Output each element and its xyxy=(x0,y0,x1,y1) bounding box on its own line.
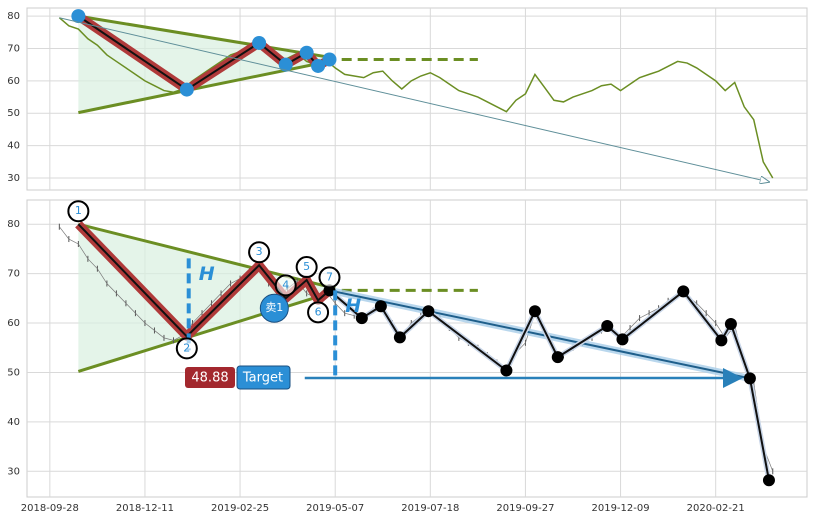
y-tick-label: 80 xyxy=(7,219,20,230)
projection-arrow xyxy=(59,17,769,182)
pattern-point xyxy=(322,52,337,67)
pattern-label: 7 xyxy=(326,270,333,283)
x-tick-label: 2020-02-21 xyxy=(687,503,745,514)
target-text: Target xyxy=(242,371,283,386)
signal-label: 卖1 xyxy=(265,301,283,314)
wedge-upper xyxy=(78,14,336,60)
y-tick-label: 60 xyxy=(7,318,20,329)
zigzag-point xyxy=(677,285,690,298)
pattern-label-ring xyxy=(67,200,90,223)
pattern-point xyxy=(71,9,86,24)
wedge-fill xyxy=(78,224,336,372)
target-value-box xyxy=(185,367,235,388)
pattern-label: 3 xyxy=(256,245,263,258)
x-tick-label: 2019-09-27 xyxy=(496,503,554,514)
x-tick-label: 2019-12-09 xyxy=(591,503,649,514)
zigzag-point xyxy=(715,334,728,347)
zigzag-point xyxy=(500,364,513,377)
pattern-label: 5 xyxy=(303,260,310,273)
y-tick-label: 40 xyxy=(7,141,20,152)
pattern-label-ring xyxy=(175,337,198,360)
x-tick-label: 2019-05-07 xyxy=(306,503,364,514)
signal-marker xyxy=(259,293,289,323)
pattern-label-ring xyxy=(307,301,330,324)
y-tick-label: 80 xyxy=(7,11,20,22)
price-line xyxy=(58,17,774,179)
pattern-label: 1 xyxy=(75,204,82,217)
zigzag-point xyxy=(551,351,564,364)
pattern-label-ring xyxy=(295,256,318,279)
pattern-label: 4 xyxy=(282,278,289,291)
y-tick-label: 70 xyxy=(7,269,20,280)
zigzag-point xyxy=(393,331,406,344)
zigzag-point xyxy=(724,318,737,331)
pattern-label-ring xyxy=(274,274,297,297)
zigzag-point xyxy=(601,320,614,333)
target-box xyxy=(236,365,291,390)
y-tick-label: 50 xyxy=(7,108,20,119)
pattern-point xyxy=(252,35,267,50)
pattern-label-ring xyxy=(248,241,271,264)
zigzag-point xyxy=(374,300,387,313)
zigzag-point xyxy=(355,312,368,325)
y-tick-label: 30 xyxy=(7,466,20,477)
wedge-lower xyxy=(77,289,336,373)
wedge-fill xyxy=(78,16,336,113)
pattern-point xyxy=(278,57,293,72)
y-tick-label: 60 xyxy=(7,76,20,87)
zigzag-point xyxy=(422,305,435,318)
trend-line xyxy=(329,289,751,380)
y-tick-label: 70 xyxy=(7,43,20,54)
pattern-label-ring xyxy=(318,266,341,289)
zigzag-point xyxy=(528,305,541,318)
x-tick-label: 2019-07-18 xyxy=(401,503,459,514)
x-tick-label: 2018-09-28 xyxy=(21,503,79,514)
wedge-lower xyxy=(78,58,336,115)
x-tick-label: 2019-02-25 xyxy=(211,503,269,514)
zigzag-point xyxy=(743,372,756,385)
y-tick-label: 40 xyxy=(7,417,20,428)
y-tick-label: 50 xyxy=(7,367,20,378)
height-label: H xyxy=(345,295,361,317)
zigzag-point xyxy=(762,474,775,487)
x-tick-label: 2018-12-11 xyxy=(116,503,174,514)
height-label: H xyxy=(199,263,215,285)
y-tick-label: 30 xyxy=(7,173,20,184)
target-value: 48.88 xyxy=(191,371,228,386)
pattern-point xyxy=(299,45,314,60)
pattern-label: 2 xyxy=(183,341,190,354)
pattern-point xyxy=(311,58,326,73)
zigzag-point xyxy=(616,333,629,346)
pattern-label: 6 xyxy=(315,305,322,318)
pattern-point xyxy=(179,82,194,97)
